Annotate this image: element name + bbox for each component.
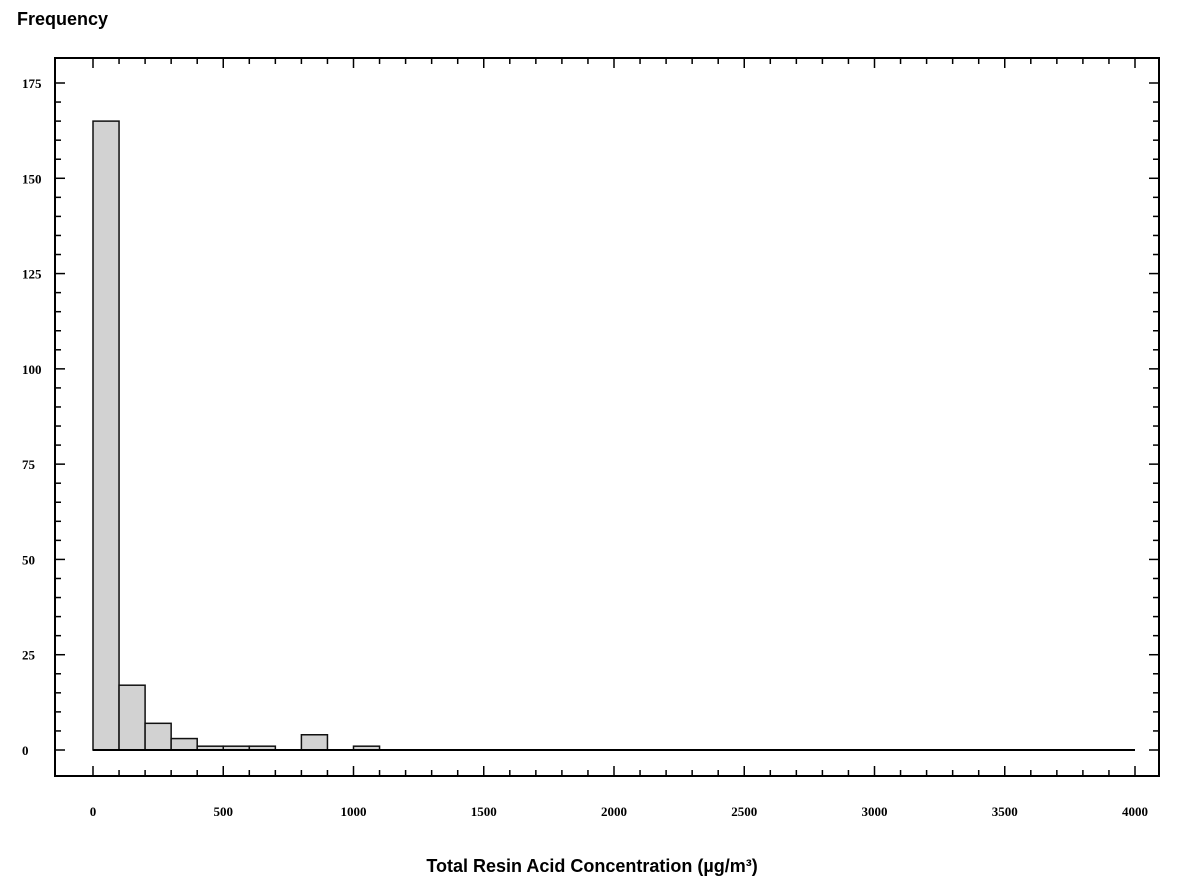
x-tick-label: 3000 [862,804,888,819]
histogram-bar [92,120,120,751]
y-axis-label: Frequency [17,9,108,29]
x-tick-label: 500 [214,804,234,819]
tick-labels: 0 25 50 75 100 125 150 175 0 500 1000 1500 2000 2500 3… [22,76,1148,819]
plot-frame [54,57,1160,777]
x-tick-label: 0 [90,804,97,819]
y-tick-label: 75 [22,457,36,472]
axis-ticks [55,58,1159,776]
y-tick-label: 125 [22,267,42,282]
x-tick-label: 4000 [1122,804,1148,819]
y-tick-label: 100 [22,362,42,377]
x-axis-label: Total Resin Acid Concentration (µg/m³) [426,856,757,876]
histogram-bar [300,734,329,751]
x-tick-label: 1000 [341,804,367,819]
y-tick-label: 50 [22,552,35,567]
histogram-bar [118,684,146,751]
x-tick-label: 2000 [601,804,627,819]
x-tick-label: 2500 [731,804,757,819]
histogram-bar [144,722,172,751]
y-tick-label: 0 [22,743,29,758]
y-tick-label: 25 [22,648,36,663]
x-tick-label: 1500 [471,804,497,819]
y-tick-label: 175 [22,76,42,91]
histogram-bar [170,737,198,751]
x-tick-label: 3500 [992,804,1018,819]
y-tick-label: 150 [22,171,42,186]
bars-group [92,120,1135,751]
